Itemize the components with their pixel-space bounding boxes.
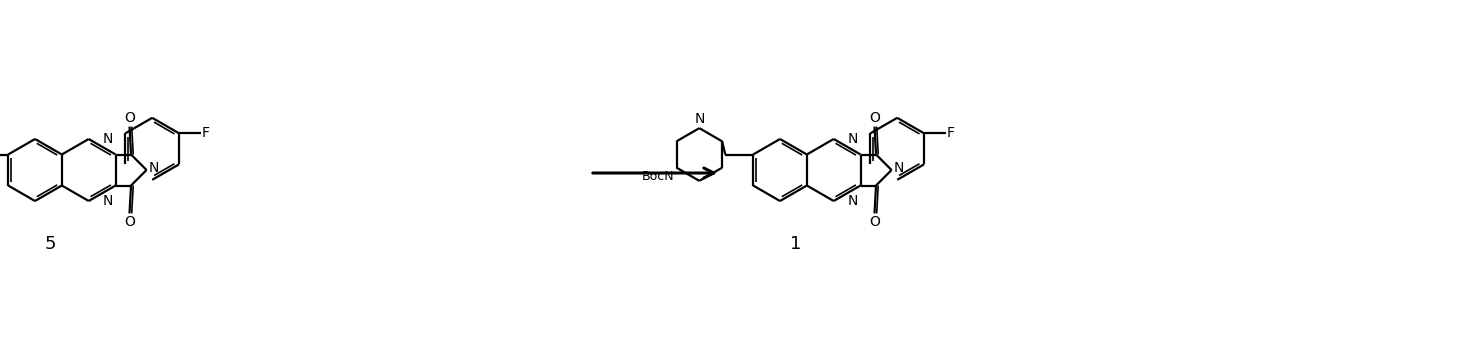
Text: 5: 5	[45, 235, 57, 253]
Text: N: N	[848, 194, 858, 208]
Text: N: N	[149, 161, 159, 175]
Text: O: O	[869, 111, 880, 125]
Text: N: N	[104, 132, 114, 146]
Text: BocN: BocN	[642, 170, 675, 183]
Text: O: O	[124, 215, 134, 229]
Text: O: O	[124, 111, 134, 125]
Text: 1: 1	[790, 235, 802, 253]
Text: N: N	[848, 132, 858, 146]
Text: N: N	[104, 194, 114, 208]
Text: N: N	[894, 161, 904, 175]
Text: O: O	[869, 215, 880, 229]
Text: N: N	[694, 112, 705, 126]
Text: F: F	[201, 126, 210, 140]
Text: F: F	[946, 126, 955, 140]
